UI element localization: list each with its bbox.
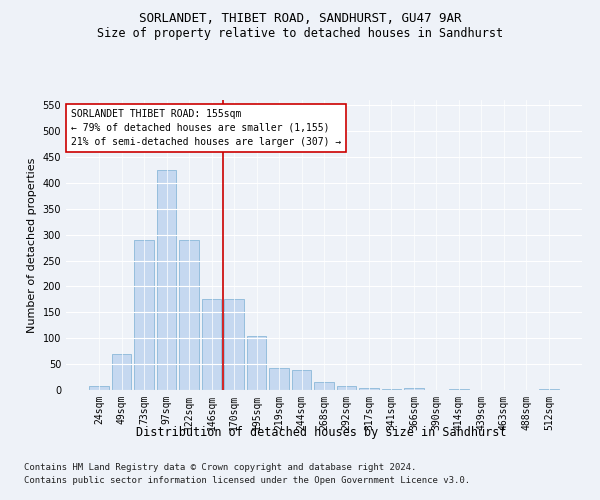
Bar: [157, 170, 176, 390]
Text: SORLANDET, THIBET ROAD, SANDHURST, GU47 9AR: SORLANDET, THIBET ROAD, SANDHURST, GU47 …: [139, 12, 461, 26]
Bar: [337, 386, 356, 390]
Bar: [539, 389, 559, 390]
Bar: [314, 382, 334, 390]
Bar: [269, 368, 289, 390]
Text: Distribution of detached houses by size in Sandhurst: Distribution of detached houses by size …: [136, 426, 506, 439]
Bar: [179, 240, 199, 390]
Bar: [224, 300, 244, 390]
Bar: [404, 388, 424, 390]
Y-axis label: Number of detached properties: Number of detached properties: [27, 158, 37, 332]
Bar: [449, 389, 469, 390]
Text: Contains public sector information licensed under the Open Government Licence v3: Contains public sector information licen…: [24, 476, 470, 485]
Bar: [202, 300, 221, 390]
Bar: [112, 354, 131, 390]
Bar: [134, 240, 154, 390]
Bar: [359, 388, 379, 390]
Bar: [247, 336, 266, 390]
Bar: [292, 370, 311, 390]
Text: Size of property relative to detached houses in Sandhurst: Size of property relative to detached ho…: [97, 28, 503, 40]
Text: SORLANDET THIBET ROAD: 155sqm
← 79% of detached houses are smaller (1,155)
21% o: SORLANDET THIBET ROAD: 155sqm ← 79% of d…: [71, 108, 341, 146]
Bar: [382, 389, 401, 390]
Bar: [89, 386, 109, 390]
Text: Contains HM Land Registry data © Crown copyright and database right 2024.: Contains HM Land Registry data © Crown c…: [24, 464, 416, 472]
